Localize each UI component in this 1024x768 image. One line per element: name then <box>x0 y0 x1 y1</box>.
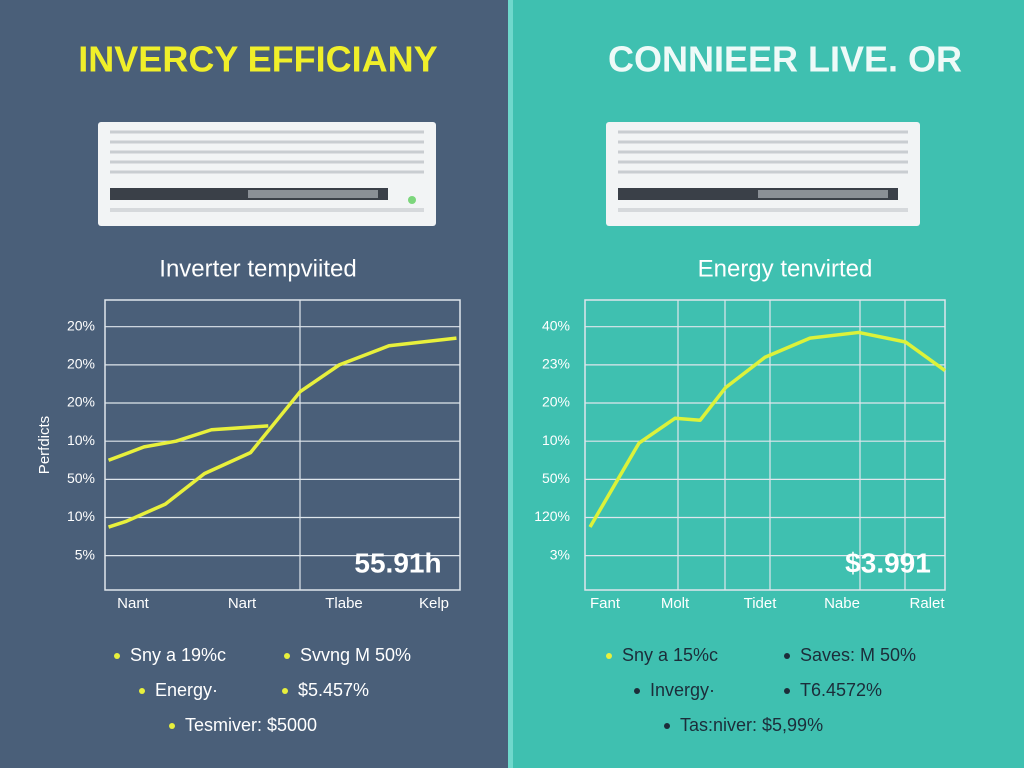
y-tick-label: 10% <box>542 432 570 448</box>
ac-unit-right <box>606 122 920 226</box>
legend-dot <box>784 688 790 694</box>
y-tick-label: 5% <box>75 546 95 562</box>
x-tick-label: Fant <box>590 595 621 612</box>
y-tick-label: 3% <box>550 546 570 562</box>
data-line <box>107 424 269 462</box>
legend-dot <box>114 653 120 659</box>
y-axis-label: Perfdicts <box>36 416 53 474</box>
legend-item: Tesmiver: $5000 <box>185 715 317 735</box>
legend-item: Energy· <box>155 680 218 700</box>
legend-dot <box>606 653 612 659</box>
left-panel <box>0 0 512 768</box>
legend-item: Invergy· <box>650 680 715 700</box>
legend-dot <box>634 688 640 694</box>
legend-item: $5.457% <box>298 680 369 700</box>
plot-frame <box>104 299 461 591</box>
y-tick-label: 10% <box>67 432 95 448</box>
divider <box>508 0 513 768</box>
y-tick-label: 120% <box>534 508 570 524</box>
x-tick-label: Nabe <box>824 595 860 612</box>
data-line <box>108 336 457 529</box>
x-tick-label: Tlabe <box>325 595 363 612</box>
y-tick-label: 20% <box>542 394 570 410</box>
right-panel <box>512 0 1024 768</box>
y-tick-label: 50% <box>542 470 570 486</box>
chart-title: Inverter tempviited <box>159 255 356 282</box>
legend-dot <box>664 723 670 729</box>
y-tick-label: 20% <box>67 317 95 333</box>
x-tick-label: Ralet <box>909 595 945 612</box>
panel-title: INVERCY EFFICIANY <box>78 39 437 80</box>
y-tick-label: 20% <box>67 356 95 372</box>
legend-dot <box>169 723 175 729</box>
legend-item: Svvng M 50% <box>300 645 411 665</box>
y-tick-label: 20% <box>67 394 95 410</box>
legend-item: Sny a 19%c <box>130 645 226 665</box>
legend-item: Sny a 15%c <box>622 645 718 665</box>
legend-dot <box>784 653 790 659</box>
big-value: $3.991 <box>845 547 931 578</box>
legend-item: Tas:niver: $5,99% <box>680 715 823 735</box>
legend-item: Saves: M 50% <box>800 645 916 665</box>
big-value: 55.91h <box>354 547 441 578</box>
x-tick-label: Tidet <box>744 595 778 612</box>
legend-dot <box>282 688 288 694</box>
panel-title: CONNIEER LIVE. OR <box>608 39 962 80</box>
legend-dot <box>139 688 145 694</box>
chart-title: Energy tenvirted <box>698 255 873 282</box>
ac-unit-left <box>98 122 436 226</box>
x-tick-label: Nart <box>228 595 257 612</box>
y-tick-label: 50% <box>67 470 95 486</box>
x-tick-label: Kelp <box>419 595 449 612</box>
y-tick-label: 10% <box>67 508 95 524</box>
x-tick-label: Nant <box>117 595 150 612</box>
y-tick-label: 40% <box>542 317 570 333</box>
plot-frame <box>584 299 946 591</box>
y-tick-label: 23% <box>542 356 570 372</box>
legend-dot <box>284 653 290 659</box>
x-tick-label: Molt <box>661 595 690 612</box>
data-line <box>588 330 947 528</box>
legend-item: T6.4572% <box>800 680 882 700</box>
